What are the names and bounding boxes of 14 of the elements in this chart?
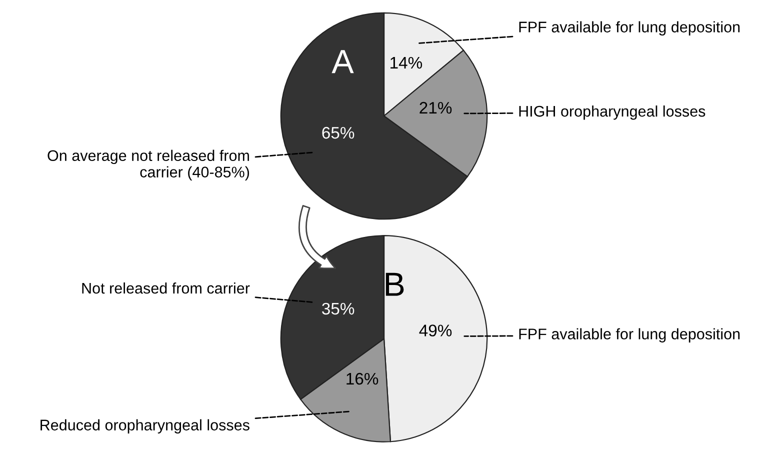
slice-label: Not released from carrier <box>82 282 250 294</box>
slice-label: HIGH oropharyngeal losses <box>519 105 706 120</box>
data-label: 65% <box>322 126 354 139</box>
slice-label: Reduced oropharyngeal losses <box>40 419 250 434</box>
text: A <box>332 50 354 74</box>
data-label: 14% <box>390 56 422 69</box>
text: B <box>386 272 404 296</box>
data-label: 16% <box>346 372 378 385</box>
data-label: 35% <box>322 302 354 315</box>
slice-label: On average not released from carrier (40-85%) <box>48 150 250 180</box>
data-label: 49% <box>419 324 452 336</box>
slice-label: FPF available for lung deposition <box>519 328 740 342</box>
data-label: 21% <box>420 102 452 114</box>
slice-label: FPF available for lung deposition <box>519 21 740 36</box>
